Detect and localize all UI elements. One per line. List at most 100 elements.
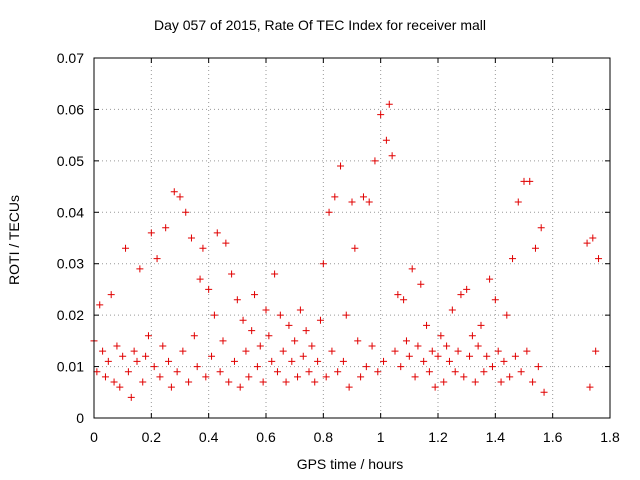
data-point (294, 373, 302, 381)
data-point (262, 306, 270, 314)
data-point (173, 368, 181, 376)
data-point (342, 311, 350, 319)
data-point (273, 368, 281, 376)
y-tick-label: 0.07 (57, 50, 84, 66)
data-point (142, 352, 150, 360)
data-point (388, 152, 396, 160)
data-point (216, 368, 224, 376)
data-point (480, 368, 488, 376)
data-point (420, 357, 428, 365)
data-point (402, 337, 410, 345)
data-point (394, 291, 402, 299)
data-point (276, 311, 284, 319)
data-point (517, 368, 525, 376)
data-point (242, 347, 250, 355)
y-tick-label: 0.02 (57, 307, 84, 323)
data-point (483, 352, 491, 360)
data-point (448, 306, 456, 314)
data-point (457, 291, 465, 299)
data-point (176, 193, 184, 201)
data-point (428, 347, 436, 355)
data-point (511, 352, 519, 360)
data-point (328, 347, 336, 355)
data-point (425, 368, 433, 376)
data-point (144, 332, 152, 340)
data-point (371, 157, 379, 165)
data-point (130, 347, 138, 355)
data-point (391, 347, 399, 355)
data-point (208, 352, 216, 360)
data-point (182, 208, 190, 216)
data-point (185, 378, 193, 386)
data-point (228, 270, 236, 278)
data-point (443, 342, 451, 350)
data-point (351, 244, 359, 252)
data-point (345, 383, 353, 391)
data-point (540, 388, 548, 396)
data-point (288, 357, 296, 365)
x-tick-label: 0.2 (142, 429, 162, 445)
data-point (291, 337, 299, 345)
data-point (236, 383, 244, 391)
data-point (514, 198, 522, 206)
data-point (534, 363, 542, 371)
data-point (256, 342, 264, 350)
data-point (380, 357, 388, 365)
data-point (497, 378, 505, 386)
data-point (434, 352, 442, 360)
data-point (314, 357, 322, 365)
x-tick-label: 1.2 (428, 429, 448, 445)
data-point (468, 332, 476, 340)
y-tick-label: 0.06 (57, 101, 84, 117)
data-point (460, 373, 468, 381)
data-point (357, 373, 365, 381)
data-point (526, 177, 534, 185)
data-point (259, 378, 267, 386)
data-point (265, 332, 273, 340)
y-tick-label: 0.05 (57, 153, 84, 169)
data-point (308, 342, 316, 350)
data-point (408, 265, 416, 273)
data-point (124, 368, 132, 376)
data-point (162, 224, 170, 232)
data-point (431, 383, 439, 391)
data-point (359, 193, 367, 201)
data-point (491, 296, 499, 304)
x-tick-label: 1 (377, 429, 385, 445)
data-point (445, 357, 453, 365)
data-point (119, 352, 127, 360)
data-point (451, 368, 459, 376)
y-tick-label: 0 (76, 410, 84, 426)
data-point (213, 229, 221, 237)
data-point (279, 347, 287, 355)
data-point (440, 378, 448, 386)
data-point (153, 255, 161, 263)
data-point (205, 285, 213, 293)
data-point (271, 270, 279, 278)
data-point (167, 383, 175, 391)
data-point (305, 368, 313, 376)
data-point (322, 373, 330, 381)
data-point (285, 321, 293, 329)
data-point (253, 363, 261, 371)
data-point (251, 291, 259, 299)
data-point (316, 316, 324, 324)
data-point (339, 357, 347, 365)
data-point (397, 363, 405, 371)
plot-frame (93, 57, 611, 419)
data-point (93, 368, 101, 376)
y-axis-ticks: 0 0.01 0.02 0.03 0.04 0.05 0.06 0.07 (57, 50, 610, 426)
data-point (193, 363, 201, 371)
data-point (210, 311, 218, 319)
x-tick-label: 1.8 (600, 429, 620, 445)
chart-title: Day 057 of 2015, Rate Of TEC Index for r… (153, 17, 486, 33)
data-point (365, 198, 373, 206)
x-tick-label: 1.4 (486, 429, 506, 445)
data-point (296, 306, 304, 314)
data-point (282, 378, 290, 386)
data-point (116, 383, 124, 391)
x-axis-ticks: 0 0.2 0.4 0.6 0.8 1 1.2 1.4 1.6 1.8 (90, 58, 620, 445)
data-point (136, 265, 144, 273)
data-point (486, 275, 494, 283)
y-tick-label: 0.01 (57, 359, 84, 375)
